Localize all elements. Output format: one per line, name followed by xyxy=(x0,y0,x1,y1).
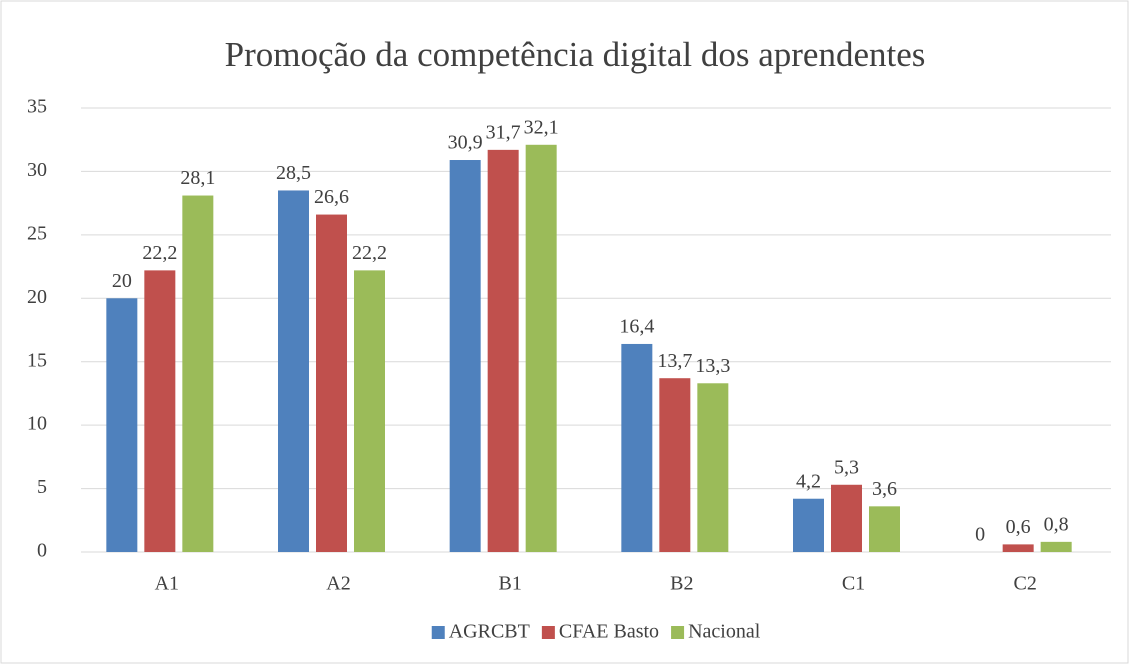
value-label: 4,2 xyxy=(796,470,821,492)
x-tick-label: A2 xyxy=(326,573,350,595)
value-label: 22,2 xyxy=(142,242,177,264)
y-tick-label: 5 xyxy=(37,476,47,498)
x-tick-label: B2 xyxy=(670,573,693,595)
bar xyxy=(106,298,138,552)
value-label: 5,3 xyxy=(834,456,859,478)
bar xyxy=(449,160,481,553)
bar xyxy=(869,506,900,552)
value-label: 31,7 xyxy=(486,121,521,143)
y-tick-label: 20 xyxy=(27,286,47,308)
y-tick-label: 15 xyxy=(27,349,47,371)
bar xyxy=(487,149,519,552)
x-tick-label: C1 xyxy=(842,573,865,595)
bar xyxy=(1002,544,1034,552)
bar xyxy=(316,214,347,552)
bar xyxy=(182,195,214,552)
value-label: 28,1 xyxy=(180,167,215,189)
bar xyxy=(831,484,862,552)
bar xyxy=(525,144,557,552)
chart-title: Promoção da competência digital dos apre… xyxy=(225,35,926,74)
value-label: 0,8 xyxy=(1044,513,1069,535)
x-tick-label: A1 xyxy=(155,573,179,595)
legend-swatch xyxy=(541,626,555,639)
y-tick-label: 25 xyxy=(27,222,47,244)
y-tick-label: 0 xyxy=(37,540,47,562)
legend-label: AGRCBT xyxy=(449,621,530,643)
value-label: 0,6 xyxy=(1006,516,1031,538)
bar xyxy=(1040,541,1072,552)
bar xyxy=(659,378,691,552)
bar xyxy=(144,270,176,552)
value-label: 13,3 xyxy=(695,355,730,377)
legend-swatch xyxy=(431,626,445,639)
value-label: 13,7 xyxy=(657,350,692,372)
x-tick-label: C2 xyxy=(1013,573,1036,595)
legend-label: CFAE Basto xyxy=(559,621,659,643)
bar xyxy=(278,190,309,552)
value-label: 22,2 xyxy=(352,242,387,264)
bar xyxy=(621,343,653,552)
bar xyxy=(354,270,385,552)
bar xyxy=(697,383,729,552)
value-label: 16,4 xyxy=(619,316,654,338)
value-label: 32,1 xyxy=(524,116,559,138)
y-tick-label: 35 xyxy=(27,96,47,118)
value-label: 26,6 xyxy=(314,186,349,208)
value-label: 28,5 xyxy=(276,162,311,184)
y-tick-label: 30 xyxy=(27,159,47,181)
x-tick-label: B1 xyxy=(498,573,521,595)
value-label: 20 xyxy=(112,270,132,292)
y-tick-label: 10 xyxy=(27,413,47,435)
value-label: 3,6 xyxy=(872,478,897,500)
legend-swatch xyxy=(671,626,685,639)
value-label: 30,9 xyxy=(448,132,483,154)
value-label: 0 xyxy=(975,524,985,546)
bar xyxy=(793,498,824,552)
legend-label: Nacional xyxy=(688,621,761,643)
